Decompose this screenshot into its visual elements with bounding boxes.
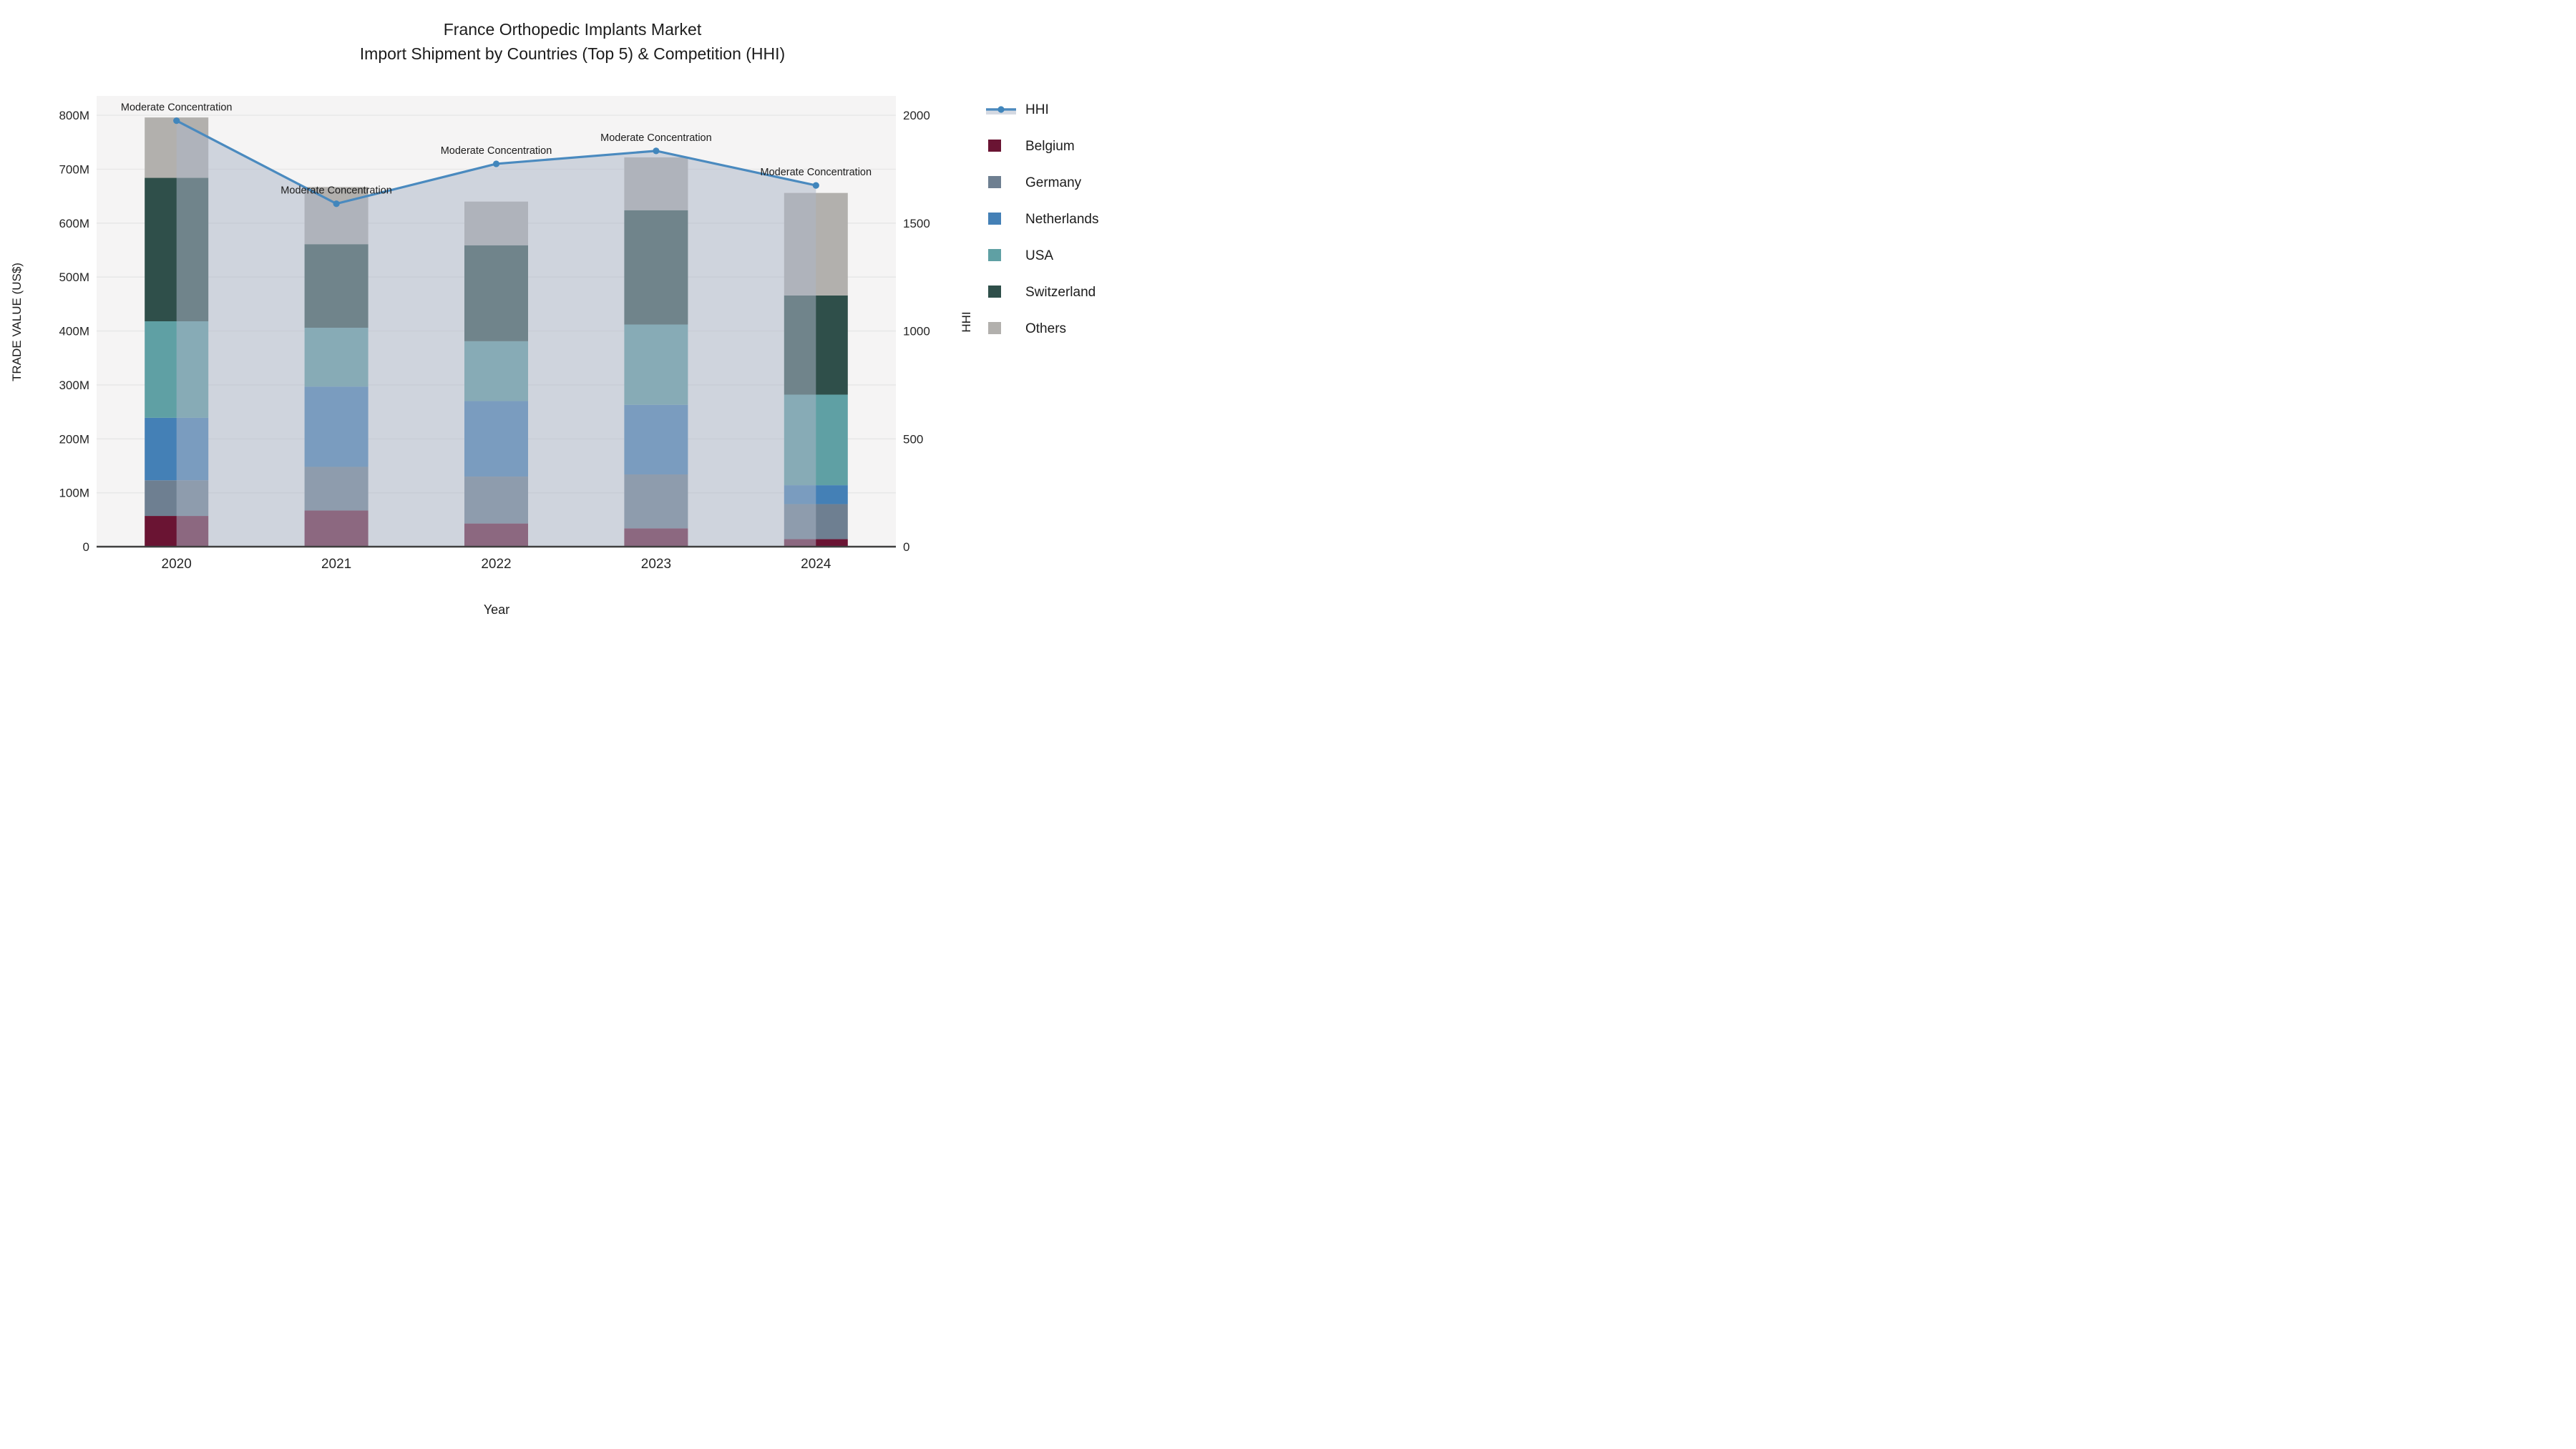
chart-title-line1: France Orthopedic Implants Market [443, 20, 702, 39]
hhi-marker-2021[interactable] [333, 200, 340, 208]
hhi-marker-2020[interactable] [173, 117, 180, 125]
annotation-2023: Moderate Concentration [600, 132, 712, 144]
x-tick-2022: 2022 [481, 557, 511, 572]
legend-item-HHI[interactable]: HHI [986, 102, 1049, 117]
y-left-tick-600M: 600M [59, 217, 89, 230]
legend-item-USA[interactable]: USA [988, 248, 1053, 263]
x-axis-title: Year [483, 602, 510, 617]
x-tick-2023: 2023 [641, 557, 671, 572]
y-right-tick-1500: 1500 [903, 217, 930, 230]
legend-label-USA: USA [1025, 248, 1053, 263]
y-left-tick-0: 0 [83, 540, 89, 554]
y-left-tick-200M: 200M [59, 432, 89, 446]
legend-swatch-Netherlands [988, 213, 1001, 225]
x-tick-2021: 2021 [321, 557, 351, 572]
legend-item-Belgium[interactable]: Belgium [988, 139, 1075, 154]
legend-label-HHI: HHI [1025, 102, 1049, 117]
y-right-tick-500: 500 [903, 432, 923, 446]
annotation-2021: Moderate Concentration [280, 185, 392, 197]
legend-label-Others: Others [1025, 321, 1066, 336]
hhi-marker-2022[interactable] [492, 160, 500, 167]
legend-item-Germany[interactable]: Germany [988, 175, 1082, 190]
y-right-tick-2000: 2000 [903, 109, 930, 122]
hhi-marker-2024[interactable] [812, 182, 819, 189]
legend-swatch-Germany [988, 176, 1001, 188]
legend-swatch-USA [988, 249, 1001, 261]
x-tick-2020: 2020 [162, 557, 192, 572]
hhi-marker-2023[interactable] [653, 147, 660, 155]
legend-label-Belgium: Belgium [1025, 139, 1075, 154]
legend-swatch-Belgium [988, 140, 1001, 152]
legend-hhi-marker-icon [997, 106, 1005, 113]
y-right-tick-1000: 1000 [903, 325, 930, 338]
annotation-2024: Moderate Concentration [761, 167, 872, 178]
legend-item-Netherlands[interactable]: Netherlands [988, 212, 1098, 227]
legend-item-Others[interactable]: Others [988, 321, 1066, 336]
y-left-tick-300M: 300M [59, 379, 89, 392]
y-left-tick-100M: 100M [59, 487, 89, 500]
y-left-tick-700M: 700M [59, 162, 89, 176]
legend-label-Germany: Germany [1025, 175, 1082, 190]
y-left-tick-800M: 800M [59, 109, 89, 122]
y-left-tick-400M: 400M [59, 325, 89, 338]
legend-label-Netherlands: Netherlands [1025, 212, 1098, 227]
hhi-area-fill [176, 120, 816, 547]
y-axis-title-left: TRADE VALUE (US$) [10, 263, 24, 381]
legend-swatch-Others [988, 322, 1001, 334]
legend-label-Switzerland: Switzerland [1025, 285, 1096, 300]
chart-title-line2: Import Shipment by Countries (Top 5) & C… [359, 44, 786, 63]
annotation-2022: Moderate Concentration [441, 145, 552, 157]
chart-figure: France Orthopedic Implants Market Import… [0, 0, 1145, 644]
y-axis-title-right: HHI [960, 311, 973, 333]
chart-canvas: Moderate Concentration Moderate Concentra… [59, 96, 1098, 572]
annotation-2020: Moderate Concentration [121, 102, 233, 114]
x-tick-2024: 2024 [801, 557, 831, 572]
y-right-tick-0: 0 [903, 540, 909, 554]
legend-swatch-Switzerland [988, 286, 1001, 298]
y-left-tick-500M: 500M [59, 270, 89, 284]
legend-item-Switzerland[interactable]: Switzerland [988, 285, 1096, 300]
